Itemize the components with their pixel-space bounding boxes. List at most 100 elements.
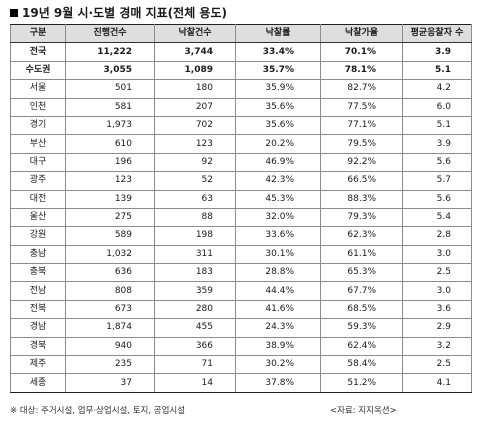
value-cell: 1,874 — [65, 318, 155, 338]
value-cell: 52 — [154, 171, 236, 191]
value-cell: 4.2 — [402, 79, 472, 99]
table-row: 충북 636 183 28.8% 65.3% 2.5 — [10, 263, 472, 283]
value-cell: 37.8% — [235, 373, 321, 393]
value-cell: 5.7 — [402, 171, 472, 191]
table-row: 경기 1,973 702 35.6% 77.1% 5.1 — [10, 115, 472, 136]
table-row: 울산 275 88 32.0% 79.3% 5.4 — [10, 207, 472, 228]
value-cell: 63 — [154, 189, 236, 209]
value-cell: 198 — [154, 226, 236, 246]
value-cell: 180 — [154, 79, 236, 99]
value-cell: 33.4% — [235, 42, 321, 62]
value-cell: 455 — [154, 318, 236, 338]
value-cell: 38.9% — [235, 336, 321, 357]
table-row: 인천 581 207 35.6% 77.5% 6.0 — [10, 97, 472, 117]
header-region: 구분 — [10, 23, 66, 44]
region-cell: 광주 — [10, 171, 66, 191]
region-cell: 전남 — [10, 281, 66, 301]
value-cell: 5.4 — [402, 207, 472, 228]
table-row: 전남 808 359 44.4% 67.7% 3.0 — [10, 281, 472, 301]
table-row: 경남 1,874 455 24.3% 59.3% 2.9 — [10, 318, 472, 338]
table-title: 19년 9월 시·도별 경매 지표(전체 용도) — [10, 4, 227, 21]
value-cell: 2.5 — [402, 263, 472, 283]
value-cell: 196 — [65, 152, 155, 173]
value-cell: 235 — [65, 355, 155, 375]
value-cell: 61.1% — [320, 244, 403, 265]
auction-stats-table: 구분 진행건수 낙찰건수 낙찰률 낙찰가율 평균응찰자 수 전국 11,222 3,… — [10, 23, 472, 393]
region-cell: 대구 — [10, 152, 66, 173]
value-cell: 3.9 — [402, 42, 472, 62]
header-price-ratio: 낙찰가율 — [320, 23, 403, 44]
value-cell: 3.0 — [402, 281, 472, 301]
value-cell: 123 — [154, 134, 236, 154]
header-row: 구분 진행건수 낙찰건수 낙찰률 낙찰가율 평균응찰자 수 — [10, 23, 472, 44]
value-cell: 589 — [65, 226, 155, 246]
value-cell: 35.6% — [235, 97, 321, 117]
value-cell: 702 — [154, 115, 236, 136]
value-cell: 673 — [65, 299, 155, 320]
table-row: 부산 610 123 20.2% 79.5% 3.9 — [10, 134, 472, 154]
value-cell: 46.9% — [235, 152, 321, 173]
value-cell: 4.1 — [402, 373, 472, 393]
value-cell: 58.4% — [320, 355, 403, 375]
region-cell: 세종 — [10, 373, 66, 393]
header-progress-count: 진행건수 — [65, 23, 155, 44]
table-row: 경북 940 366 38.9% 62.4% 3.2 — [10, 336, 472, 357]
value-cell: 35.9% — [235, 79, 321, 99]
value-cell: 66.5% — [320, 171, 403, 191]
table-row: 세종 37 14 37.8% 51.2% 4.1 — [10, 373, 472, 393]
table-row: 제주 235 71 30.2% 58.4% 2.5 — [10, 355, 472, 375]
table-row: 강원 589 198 33.6% 62.3% 2.8 — [10, 226, 472, 246]
region-cell: 서울 — [10, 79, 66, 99]
value-cell: 1,973 — [65, 115, 155, 136]
value-cell: 42.3% — [235, 171, 321, 191]
value-cell: 88 — [154, 207, 236, 228]
value-cell: 3.0 — [402, 244, 472, 265]
value-cell: 3.6 — [402, 299, 472, 320]
region-cell: 제주 — [10, 355, 66, 375]
value-cell: 2.9 — [402, 318, 472, 338]
value-cell: 62.4% — [320, 336, 403, 357]
value-cell: 808 — [65, 281, 155, 301]
value-cell: 68.5% — [320, 299, 403, 320]
table-row: 수도권 3,055 1,089 35.7% 78.1% 5.1 — [10, 60, 472, 81]
region-cell: 전국 — [10, 42, 66, 62]
value-cell: 67.7% — [320, 281, 403, 301]
value-cell: 2.8 — [402, 226, 472, 246]
region-cell: 부산 — [10, 134, 66, 154]
value-cell: 33.6% — [235, 226, 321, 246]
value-cell: 1,032 — [65, 244, 155, 265]
value-cell: 59.3% — [320, 318, 403, 338]
value-cell: 5.1 — [402, 115, 472, 136]
value-cell: 183 — [154, 263, 236, 283]
value-cell: 636 — [65, 263, 155, 283]
value-cell: 82.7% — [320, 79, 403, 99]
footnote: ※ 대상: 주거시설, 업무·상업시설, 토지, 공업시설 — [10, 406, 186, 416]
value-cell: 1,089 — [154, 60, 236, 81]
region-cell: 경북 — [10, 336, 66, 357]
value-cell: 610 — [65, 134, 155, 154]
region-cell: 경남 — [10, 318, 66, 338]
title-text: 19년 9월 시·도별 경매 지표(전체 용도) — [22, 6, 227, 20]
value-cell: 28.8% — [235, 263, 321, 283]
value-cell: 5.1 — [402, 60, 472, 81]
value-cell: 79.3% — [320, 207, 403, 228]
value-cell: 45.3% — [235, 189, 321, 209]
table-row: 전국 11,222 3,744 33.4% 70.1% 3.9 — [10, 42, 472, 62]
value-cell: 37 — [65, 373, 155, 393]
value-cell: 6.0 — [402, 97, 472, 117]
value-cell: 311 — [154, 244, 236, 265]
value-cell: 24.3% — [235, 318, 321, 338]
value-cell: 359 — [154, 281, 236, 301]
value-cell: 20.2% — [235, 134, 321, 154]
black-square-icon — [10, 8, 18, 17]
table-row: 전북 673 280 41.6% 68.5% 3.6 — [10, 299, 472, 320]
value-cell: 92.2% — [320, 152, 403, 173]
table-row: 충남 1,032 311 30.1% 61.1% 3.0 — [10, 244, 472, 265]
region-cell: 울산 — [10, 207, 66, 228]
value-cell: 62.3% — [320, 226, 403, 246]
table-row: 광주 123 52 42.3% 66.5% 5.7 — [10, 171, 472, 191]
value-cell: 65.3% — [320, 263, 403, 283]
value-cell: 35.7% — [235, 60, 321, 81]
value-cell: 3.2 — [402, 336, 472, 357]
value-cell: 30.2% — [235, 355, 321, 375]
